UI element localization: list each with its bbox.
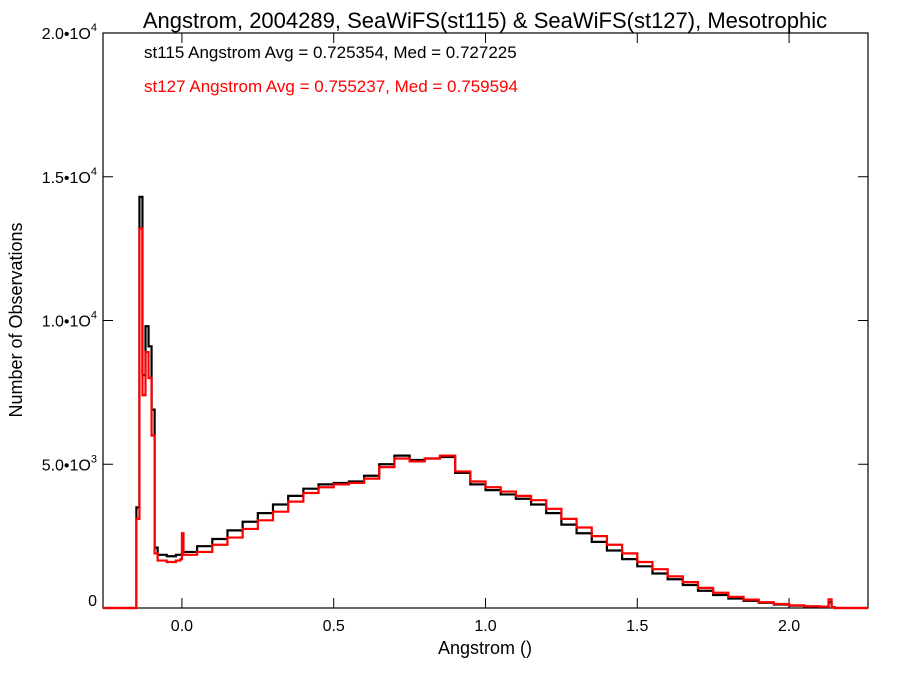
y-tick-exponent: 3 [91, 453, 97, 465]
x-tick-label: 1.5 [626, 618, 648, 635]
y-tick-label: 1.0•1O4 [42, 310, 97, 331]
annotation-st127: st127 Angstrom Avg = 0.755237, Med = 0.7… [144, 77, 518, 96]
chart-title: Angstrom, 2004289, SeaWiFS(st115) & SeaW… [143, 8, 827, 33]
x-tick-label: 1.0 [474, 618, 496, 635]
y-tick-mantissa: 1.5•1O [42, 170, 91, 187]
x-axis-label: Angstrom () [438, 638, 532, 658]
y-tick-exponent: 4 [91, 310, 97, 322]
x-tick-label: 2.0 [778, 618, 800, 635]
annotation-st115: st115 Angstrom Avg = 0.725354, Med = 0.7… [144, 43, 517, 62]
y-axis-label: Number of Observations [6, 222, 26, 417]
y-tick-label: 1.5•1O4 [42, 166, 97, 187]
y-tick-mantissa: 5.0•1O [42, 457, 91, 474]
series-line-1 [103, 227, 868, 610]
y-tick-mantissa: 0 [88, 593, 97, 610]
x-tick-label: 0.5 [323, 618, 345, 635]
y-tick-exponent: 4 [91, 166, 97, 178]
y-tick-exponent: 4 [91, 22, 97, 34]
x-axis-ticks: 0.0 0.5 1.0 1.5 2.0 [171, 33, 800, 635]
y-tick-mantissa: 1.0•1O [42, 314, 91, 331]
y-tick-mantissa: 2.0•1O [42, 26, 91, 43]
y-tick-label: 5.0•1O3 [42, 453, 97, 474]
x-tick-label: 0.0 [171, 618, 193, 635]
histogram-series [103, 195, 868, 610]
y-tick-label: 0 [88, 593, 97, 610]
y-tick-label: 2.0•1O4 [42, 22, 97, 43]
